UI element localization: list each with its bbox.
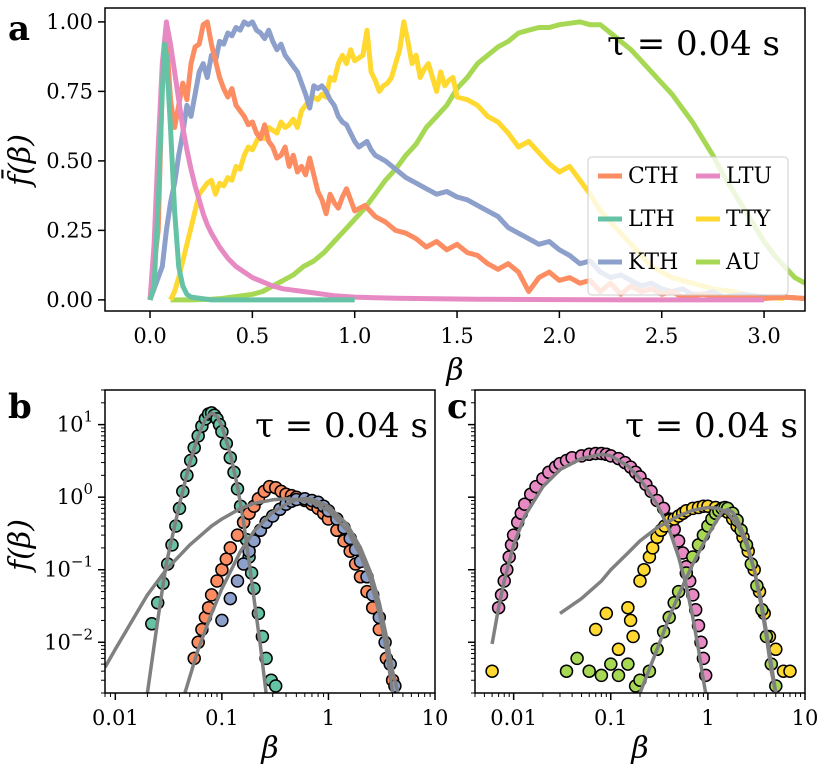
data-point-tty <box>769 642 783 657</box>
data-point-kth <box>230 574 245 588</box>
y-tick-label: 0.75 <box>46 79 93 103</box>
legend-label-lth: LTH <box>628 207 675 232</box>
x-tick-label: 0.01 <box>490 706 537 730</box>
panel-b-data <box>105 406 402 693</box>
x-tick-label: 1 <box>322 706 335 730</box>
panel-b-ylabel: f(β) <box>3 519 38 573</box>
panel-c-data <box>485 446 797 693</box>
data-point-tty <box>637 562 651 577</box>
x-tick-label: 2.5 <box>645 324 678 348</box>
data-point-kth <box>215 613 229 628</box>
data-point-au <box>594 668 609 683</box>
data-point-tty <box>633 574 647 588</box>
data-point-au <box>611 668 626 683</box>
series-line-ltu <box>147 19 765 303</box>
data-point-lth <box>268 679 283 693</box>
x-tick-label: 0.01 <box>92 706 139 730</box>
data-point-au <box>559 664 574 678</box>
fit-curve-cth <box>105 497 395 693</box>
panel-a-ticks: 0.0 0.5 1.0 1.5 2.0 2.5 3.0 0.00 0.25 0.50 0.75 1.0… <box>46 10 781 348</box>
panel-a: 0.0 0.5 1.0 1.5 2.0 2.5 3.0 0.00 0.25 0.50 0.75 1.0… <box>0 7 806 388</box>
legend: CTH LTU LTH TTY KTH AU <box>587 156 789 296</box>
series-line-au <box>170 19 805 303</box>
data-point-au <box>582 664 596 678</box>
panel-a-xlabel: β <box>445 353 463 388</box>
panel-c: 0.01 0.1 1 10 c τ = 0.04 s β <box>447 387 818 766</box>
y-tick-label: 10−2 <box>44 625 93 654</box>
panel-a-ylabel: f̄(β) <box>0 134 38 188</box>
y-tick-label: 101 <box>57 408 93 437</box>
data-point-cth <box>223 541 238 555</box>
panel-c-annotation: τ = 0.04 s <box>625 406 798 446</box>
panel-b-letter: b <box>8 387 32 427</box>
panel-c-xlabel: β <box>630 731 648 766</box>
data-point-tty <box>621 600 635 615</box>
fit-curve-kth <box>183 496 400 693</box>
data-point-cth <box>219 552 234 566</box>
legend-label-kth: KTH <box>628 250 678 275</box>
data-point-tty <box>626 629 640 644</box>
panel-b-frame <box>104 389 436 694</box>
panel-b-ticks: 0.01 0.1 1 10 10−2 10−1 100 101 <box>44 389 449 730</box>
x-tick-label: 1.5 <box>440 324 473 348</box>
data-point-tty <box>611 642 626 657</box>
y-tick-label: 0.25 <box>46 218 93 242</box>
data-point-cth <box>230 528 245 542</box>
fit-curve-ltu <box>490 452 708 693</box>
y-tick-label: 10−1 <box>44 553 93 582</box>
panel-a-data <box>147 19 805 303</box>
data-point-kth <box>223 591 238 606</box>
data-point-tty <box>623 613 638 628</box>
data-point-tty <box>599 606 614 621</box>
data-point-au <box>621 657 635 671</box>
x-tick-label: 1.0 <box>338 324 371 348</box>
x-tick-label: 10 <box>792 706 819 730</box>
x-tick-label: 0.5 <box>236 324 269 348</box>
fit-curve-lth <box>145 411 268 693</box>
panel-c-letter: c <box>447 387 468 427</box>
fit-curve-au <box>638 507 778 693</box>
x-tick-label: 1 <box>701 706 714 730</box>
y-tick-label: 1.00 <box>46 10 93 34</box>
data-point-au <box>604 657 618 671</box>
data-point-cth <box>210 574 224 588</box>
x-tick-label: 10 <box>422 706 449 730</box>
x-tick-label: 3.0 <box>747 324 780 348</box>
legend-label-cth: CTH <box>628 164 679 189</box>
data-point-au <box>570 651 584 666</box>
y-tick-label: 0.00 <box>46 288 93 312</box>
panel-b-annotation: τ = 0.04 s <box>255 406 428 446</box>
legend-box <box>587 156 789 296</box>
panel-a-annotation: τ = 0.04 s <box>607 24 780 64</box>
y-tick-label: 0.50 <box>46 149 93 173</box>
legend-label-au: AU <box>725 250 760 275</box>
series-line-lth <box>147 41 355 303</box>
panel-b-xlabel: β <box>260 731 278 766</box>
panel-a-frame <box>104 7 806 312</box>
panel-c-ticks: 0.01 0.1 1 10 <box>468 389 819 730</box>
x-tick-label: 0.1 <box>594 706 627 730</box>
data-point-tty <box>485 664 499 678</box>
y-tick-label: 100 <box>57 480 93 509</box>
legend-label-tty: TTY <box>726 207 771 232</box>
x-tick-label: 0.0 <box>133 324 166 348</box>
x-tick-label: 0.1 <box>205 706 238 730</box>
x-tick-label: 2.0 <box>543 324 576 348</box>
data-point-tty <box>783 664 797 678</box>
data-point-tty <box>588 622 603 637</box>
panel-a-letter: a <box>8 9 30 49</box>
legend-label-ltu: LTU <box>726 164 772 189</box>
